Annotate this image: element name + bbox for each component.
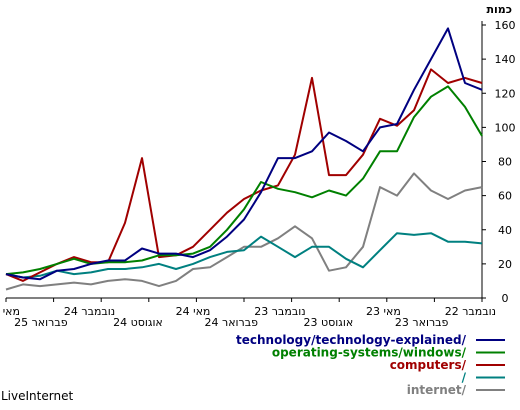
x-tick-label: פברואר 24 [205, 316, 259, 329]
y-axis-unit-label: כמות [487, 3, 512, 16]
y-tick-label: 100 [495, 121, 516, 134]
x-tick-label: פברואר 23 [395, 316, 449, 329]
y-tick-label: 160 [495, 19, 516, 32]
x-tick-label: מאי 24 [176, 305, 211, 318]
series-line [5, 27, 483, 281]
x-tick-label: נובמבר 23 [254, 305, 305, 318]
series-line [5, 232, 483, 279]
x-tick-label: נובמבר 22 [445, 305, 496, 318]
legend-label: computers/ [390, 358, 467, 372]
legend-label: technology/technology-explained/ [236, 333, 467, 347]
legend-label: internet/ [407, 383, 467, 397]
series-line [5, 172, 483, 291]
x-tick-label: אוגוסט 24 [113, 316, 163, 329]
y-tick-label: 0 [502, 292, 509, 305]
y-tick-label: 40 [498, 224, 512, 237]
x-tick-label: מאי 23 [366, 305, 401, 318]
x-tick-label: נובמבר 24 [64, 305, 115, 318]
y-tick-label: 60 [498, 190, 512, 203]
y-tick-label: 120 [495, 87, 516, 100]
y-tick-label: 80 [498, 156, 512, 169]
y-tick-label: 20 [498, 258, 512, 271]
y-tick-label: 140 [495, 53, 516, 66]
x-tick-label: אוגוסט 23 [304, 316, 354, 329]
series-line [5, 68, 483, 282]
x-tick-label: מאי 25 [0, 305, 20, 318]
legend-label: / [462, 371, 467, 385]
series-line [5, 85, 483, 276]
x-tick-label: פברואר 25 [14, 316, 68, 329]
legend-label: operating-systems/windows/ [272, 346, 467, 360]
brand-label: LiveInternet [1, 389, 73, 403]
